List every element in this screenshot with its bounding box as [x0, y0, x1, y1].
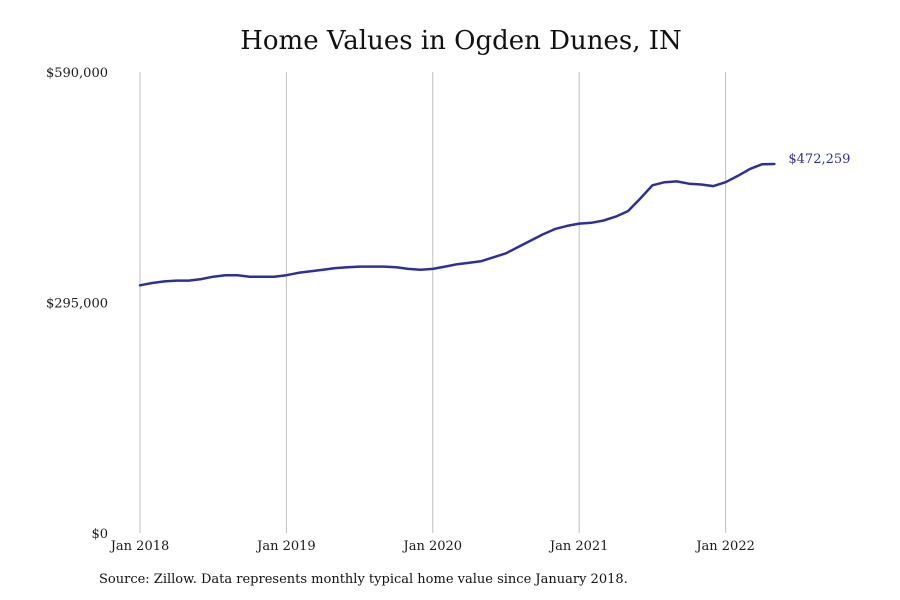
y-tick-label-1: $295,000 [46, 297, 108, 312]
data-point-45 [688, 183, 690, 185]
data-point-6 [212, 276, 214, 278]
data-point-44 [676, 180, 678, 182]
data-point-37 [590, 222, 592, 224]
data-point-52 [773, 163, 775, 165]
data-point-8 [236, 274, 238, 276]
data-point-39 [615, 215, 617, 217]
data-point-38 [602, 219, 604, 221]
data-point-34 [554, 228, 556, 230]
data-point-47 [712, 185, 714, 187]
data-point-0 [139, 284, 141, 286]
data-point-51 [761, 163, 763, 165]
source-note: Source: Zillow. Data represents monthly … [99, 572, 628, 587]
data-point-28 [480, 260, 482, 262]
series-line-0 [138, 162, 776, 287]
data-point-49 [737, 175, 739, 177]
data-point-3 [175, 279, 177, 281]
data-point-20 [383, 265, 385, 267]
data-point-21 [395, 266, 397, 268]
data-point-7 [224, 274, 226, 276]
y-tick-label-2: $590,000 [46, 66, 108, 81]
y-axis-tick-labels: $0 $295,000 $590,000 [46, 66, 108, 542]
x-tick-label-0: Jan 2018 [109, 539, 170, 554]
data-point-41 [639, 197, 641, 199]
data-point-42 [651, 184, 653, 186]
x-tick-label-1: Jan 2019 [255, 539, 316, 554]
data-point-35 [566, 225, 568, 227]
data-point-14 [310, 270, 312, 272]
data-point-17 [346, 266, 348, 268]
data-point-25 [444, 265, 446, 267]
data-point-32 [529, 240, 531, 242]
data-point-26 [456, 263, 458, 265]
data-point-16 [334, 267, 336, 269]
data-point-13 [297, 272, 299, 274]
data-point-27 [468, 261, 470, 263]
data-point-23 [419, 268, 421, 270]
data-point-9 [249, 276, 251, 278]
data-point-43 [663, 181, 665, 183]
data-point-36 [578, 222, 580, 224]
vertical-gridlines [139, 72, 727, 533]
data-point-50 [749, 168, 751, 170]
data-point-4 [188, 279, 190, 281]
series-layer [138, 162, 776, 287]
data-point-5 [200, 278, 202, 280]
data-point-30 [505, 252, 507, 254]
data-point-10 [261, 276, 263, 278]
data-point-2 [163, 280, 165, 282]
y-tick-label-0: $0 [91, 527, 108, 542]
chart-title: Home Values in Ogden Dunes, IN [240, 26, 682, 56]
data-point-46 [700, 183, 702, 185]
x-tick-label-4: Jan 2022 [694, 539, 755, 554]
data-point-31 [517, 246, 519, 248]
x-tick-label-3: Jan 2021 [548, 539, 609, 554]
data-point-11 [273, 276, 275, 278]
last-value-label: $472,259 [788, 152, 850, 167]
data-point-40 [627, 210, 629, 212]
data-point-15 [322, 268, 324, 270]
data-point-33 [541, 233, 543, 235]
data-point-12 [285, 274, 287, 276]
x-axis-tick-labels: Jan 2018 Jan 2019 Jan 2020 Jan 2021 Jan 2022 [109, 539, 755, 554]
data-point-24 [432, 268, 434, 270]
data-point-48 [724, 181, 726, 183]
data-point-29 [493, 256, 495, 258]
data-point-18 [358, 265, 360, 267]
data-point-1 [151, 282, 153, 284]
x-tick-label-2: Jan 2020 [402, 539, 463, 554]
data-point-19 [371, 265, 373, 267]
data-point-22 [407, 268, 409, 270]
